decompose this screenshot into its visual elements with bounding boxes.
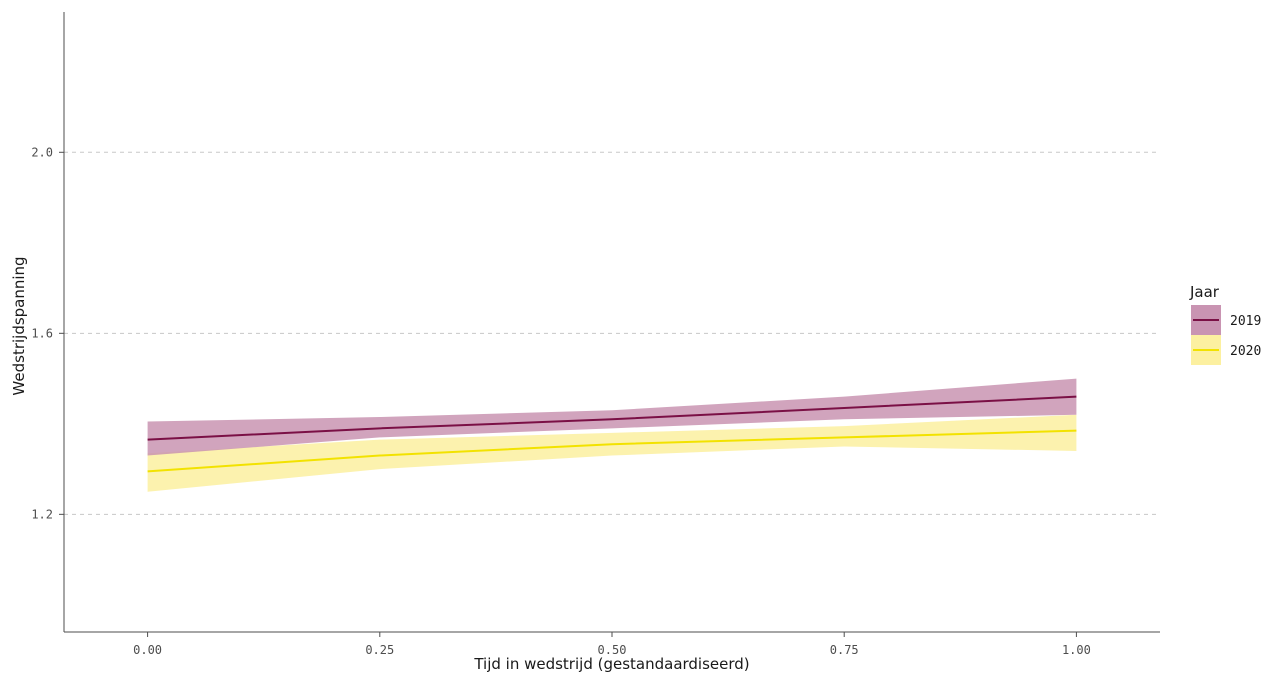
confidence-bands bbox=[147, 378, 1077, 492]
y-tick-label: 1.2 bbox=[31, 507, 53, 521]
x-tick-label: 0.00 bbox=[133, 643, 162, 657]
y-axis-ticks: 1.2 1.6 2.0 bbox=[31, 145, 64, 521]
legend-label-2019: 2019 bbox=[1230, 314, 1261, 329]
x-tick-label: 0.75 bbox=[830, 643, 859, 657]
y-tick-label: 1.6 bbox=[31, 326, 53, 340]
confidence-band-2019 bbox=[147, 378, 1077, 456]
x-axis-title: Tijd in wedstrijd (gestandaardiseerd) bbox=[473, 655, 749, 673]
series-line-2019 bbox=[147, 395, 1077, 441]
legend-label-2020: 2020 bbox=[1230, 344, 1261, 359]
y-tick-label: 2.0 bbox=[31, 145, 53, 159]
x-tick-label: 0.25 bbox=[365, 643, 394, 657]
grid-lines bbox=[64, 151, 1157, 515]
y-axis-title: Wedstrijdspanning bbox=[10, 256, 28, 395]
x-tick-label: 1.00 bbox=[1062, 643, 1091, 657]
series-line-2020 bbox=[147, 429, 1077, 473]
legend: Jaar 2019 2020 bbox=[1189, 283, 1261, 365]
series-lines bbox=[147, 395, 1077, 473]
x-axis-ticks: 0.00 0.25 0.50 0.75 1.00 bbox=[133, 632, 1091, 657]
confidence-band-2020 bbox=[147, 414, 1077, 492]
x-tick-label: 0.50 bbox=[598, 643, 627, 657]
legend-title: Jaar bbox=[1189, 283, 1220, 301]
